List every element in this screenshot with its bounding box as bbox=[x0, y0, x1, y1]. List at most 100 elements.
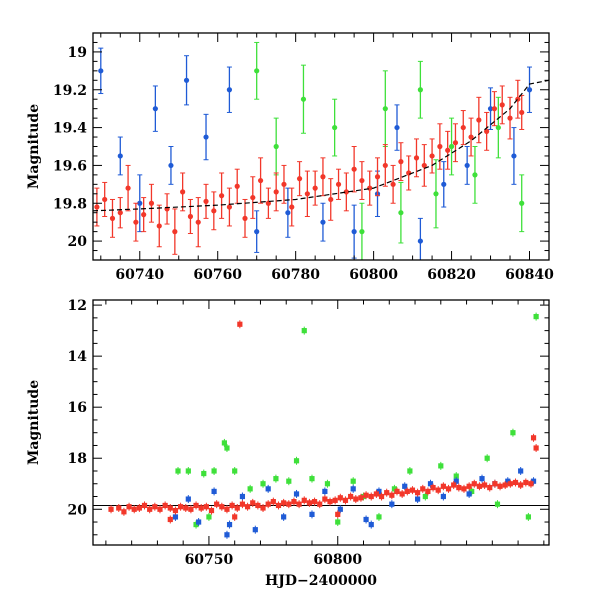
data-point-red bbox=[413, 155, 420, 161]
data-point-red bbox=[507, 481, 513, 487]
data-point-green bbox=[417, 87, 423, 93]
data-point-blue bbox=[389, 501, 395, 507]
top-panel: 60740 60760 60780 60800 60820 60840 19 19.2 19.4… bbox=[26, 32, 554, 283]
data-point-red bbox=[404, 488, 410, 495]
data-point-red bbox=[445, 486, 452, 492]
data-point-red bbox=[306, 500, 313, 506]
data-point-red bbox=[476, 483, 483, 489]
data-point-green bbox=[335, 519, 341, 525]
data-point-green bbox=[350, 478, 356, 484]
data-point-green bbox=[224, 445, 230, 451]
data-point-red bbox=[255, 502, 261, 509]
data-point-blue bbox=[526, 87, 533, 93]
data-point-red bbox=[125, 185, 131, 191]
data-point-red bbox=[311, 499, 318, 505]
data-point-red bbox=[219, 193, 225, 199]
data-point-red bbox=[102, 196, 108, 203]
y-tick-label: 20 bbox=[68, 502, 88, 518]
data-point-red bbox=[141, 212, 147, 218]
data-point-red bbox=[368, 493, 374, 500]
data-point-red bbox=[188, 506, 194, 512]
data-point-red bbox=[147, 506, 153, 512]
data-point-red bbox=[471, 481, 477, 487]
data-point-green bbox=[254, 68, 260, 74]
data-point-red bbox=[244, 504, 251, 510]
data-point-red bbox=[172, 229, 178, 235]
data-point-red bbox=[348, 493, 354, 500]
data-point-red bbox=[317, 501, 323, 507]
data-point-blue bbox=[415, 496, 421, 502]
data-point-blue bbox=[98, 68, 104, 74]
data-point-red bbox=[512, 479, 519, 486]
data-point-red bbox=[172, 507, 179, 514]
data-point-blue bbox=[464, 162, 470, 169]
plot-area bbox=[93, 41, 549, 260]
data-point-green bbox=[472, 172, 478, 178]
data-point-red bbox=[296, 501, 302, 507]
data-point-green bbox=[309, 476, 315, 482]
data-point-red bbox=[270, 499, 276, 505]
data-point-red bbox=[156, 223, 162, 229]
x-tick-label: 60800 bbox=[349, 267, 398, 283]
data-point-red bbox=[157, 506, 163, 512]
data-point-blue bbox=[254, 229, 260, 235]
data-point-green bbox=[495, 124, 501, 131]
data-point-red bbox=[208, 507, 215, 514]
x-tick-label: 60750 bbox=[185, 552, 234, 568]
data-point-blue bbox=[172, 514, 179, 520]
data-point-blue bbox=[453, 478, 459, 484]
data-point-blue bbox=[152, 106, 158, 112]
data-point-red bbox=[257, 177, 264, 184]
data-point-red bbox=[167, 505, 173, 511]
data-point-red bbox=[183, 505, 189, 511]
y-axis-label: Magnitude bbox=[26, 104, 42, 189]
data-point-red bbox=[109, 215, 116, 221]
data-point-blue bbox=[168, 162, 174, 169]
data-point-red bbox=[265, 501, 271, 507]
data-point-red bbox=[378, 493, 385, 500]
data-point-blue bbox=[441, 181, 447, 187]
data-point-blue bbox=[183, 77, 190, 83]
data-point-red bbox=[389, 492, 395, 498]
y-tick-label: 19.2 bbox=[53, 83, 87, 99]
data-point-red bbox=[452, 140, 459, 146]
data-point-green bbox=[376, 514, 382, 520]
data-point-blue bbox=[417, 238, 423, 244]
data-point-red bbox=[335, 511, 341, 517]
data-point-red bbox=[126, 504, 132, 510]
data-point-red bbox=[211, 208, 217, 214]
data-point-red bbox=[374, 174, 381, 180]
data-point-red bbox=[214, 501, 220, 507]
data-point-red bbox=[351, 166, 357, 172]
data-point-red bbox=[260, 505, 266, 511]
data-point-green bbox=[438, 463, 444, 469]
series-green bbox=[175, 312, 539, 529]
data-point-red bbox=[337, 495, 343, 501]
series-red bbox=[94, 79, 525, 255]
data-point-red bbox=[232, 514, 238, 520]
data-point-red bbox=[460, 124, 466, 131]
series-red bbox=[108, 320, 539, 524]
x-axis-label: HJD−2400000 bbox=[265, 573, 377, 589]
data-point-green bbox=[382, 106, 388, 112]
data-point-green bbox=[407, 468, 413, 474]
data-point-blue bbox=[518, 468, 524, 474]
data-point-red bbox=[121, 509, 127, 515]
data-point-red bbox=[382, 162, 388, 169]
series-blue bbox=[98, 47, 533, 260]
data-point-green bbox=[398, 210, 404, 216]
y-axis-label: Magnitude bbox=[26, 380, 42, 465]
data-point-red bbox=[456, 484, 462, 491]
data-point-red bbox=[250, 194, 256, 201]
data-point-red bbox=[528, 481, 534, 487]
data-point-red bbox=[484, 128, 490, 134]
data-point-red bbox=[406, 170, 412, 176]
data-point-green bbox=[206, 514, 212, 520]
data-point-red bbox=[281, 181, 287, 187]
data-point-blue bbox=[224, 532, 230, 538]
data-point-blue bbox=[203, 134, 209, 140]
data-point-red bbox=[476, 117, 482, 123]
data-point-blue bbox=[239, 493, 246, 500]
data-point-red bbox=[289, 204, 295, 210]
